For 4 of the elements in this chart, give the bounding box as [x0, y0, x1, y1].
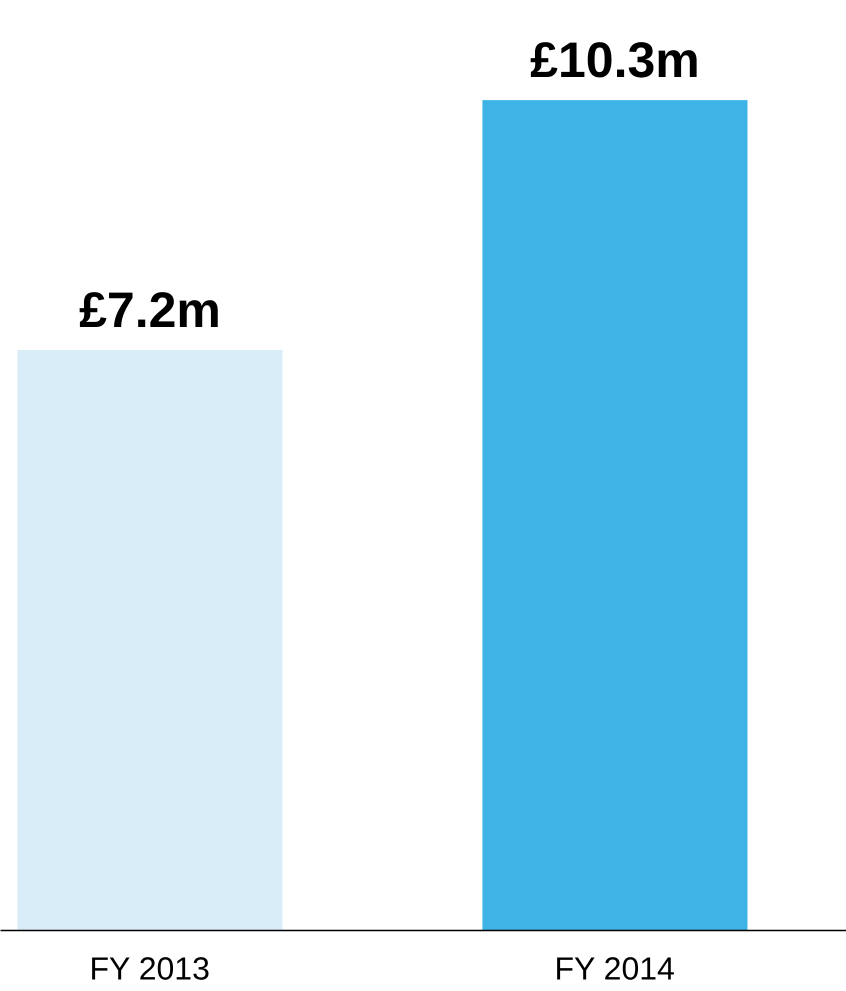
data-label: £10.3m	[530, 32, 700, 88]
data-label: £7.2m	[79, 282, 221, 338]
x-tick-label: FY 2014	[554, 950, 675, 986]
x-tick-label: FY 2013	[90, 950, 210, 986]
